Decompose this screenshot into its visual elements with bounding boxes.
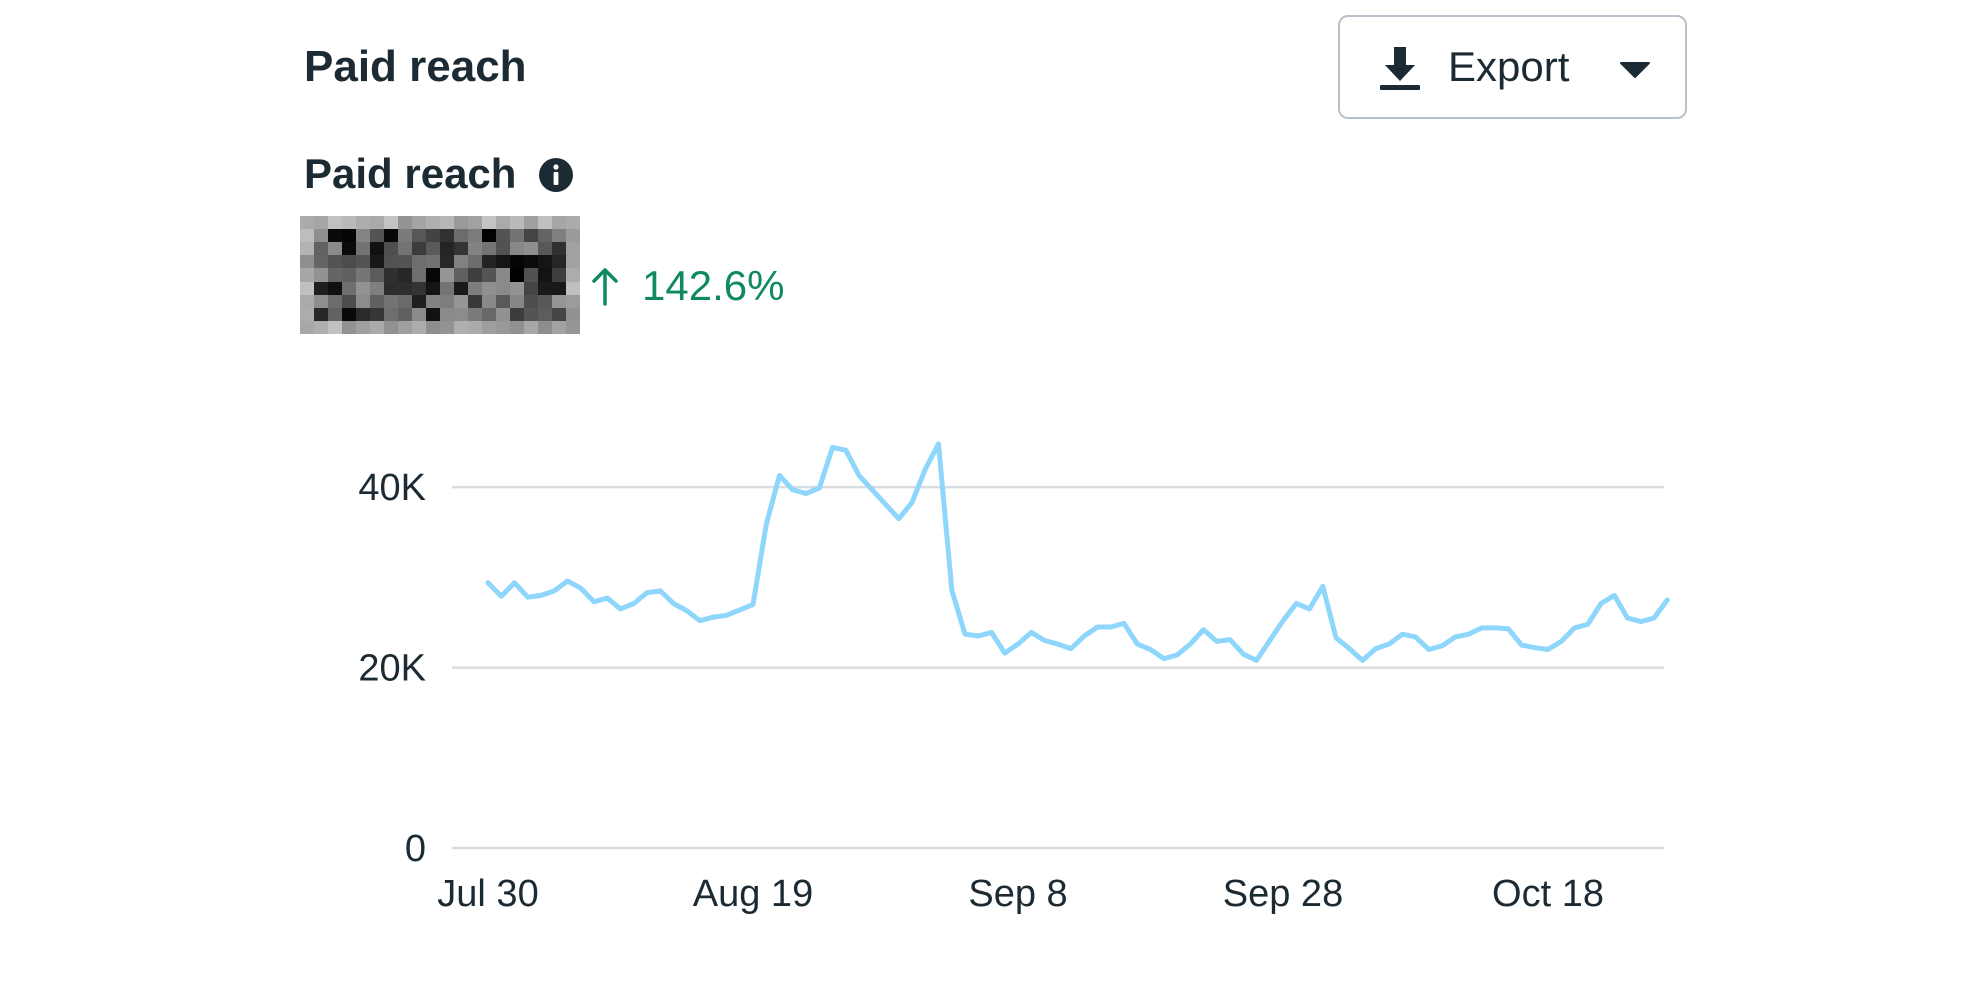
arrow-up-icon [592, 268, 618, 306]
y-axis-ticks: 0 20K 40K [358, 467, 426, 870]
redacted-metric-value [300, 216, 580, 334]
metric-change: 142.6% [590, 262, 784, 310]
metric-label: Paid reach [304, 150, 517, 197]
export-button-label: Export [1448, 43, 1570, 90]
x-tick-label: Oct 18 [1492, 873, 1604, 915]
y-tick-label: 0 [405, 828, 426, 870]
caret-down-icon[interactable] [1618, 61, 1652, 79]
y-tick-label: 20K [358, 648, 426, 690]
series-line [485, 441, 1670, 663]
info-icon[interactable] [538, 157, 574, 193]
chart-gridlines [452, 485, 1664, 850]
y-tick-label: 40K [358, 467, 426, 509]
metric-change-value: 142.6% [642, 262, 785, 309]
x-axis-ticks: Jul 30 Aug 19 Sep 8 Sep 28 Oct 18 [437, 873, 1604, 915]
x-tick-label: Aug 19 [693, 873, 813, 915]
download-icon [1380, 47, 1420, 90]
page-title: Paid reach [304, 42, 527, 91]
export-button[interactable]: Export [1338, 15, 1687, 119]
x-tick-label: Jul 30 [437, 873, 538, 915]
x-tick-label: Sep 28 [1223, 873, 1343, 915]
x-tick-label: Sep 8 [968, 873, 1067, 915]
